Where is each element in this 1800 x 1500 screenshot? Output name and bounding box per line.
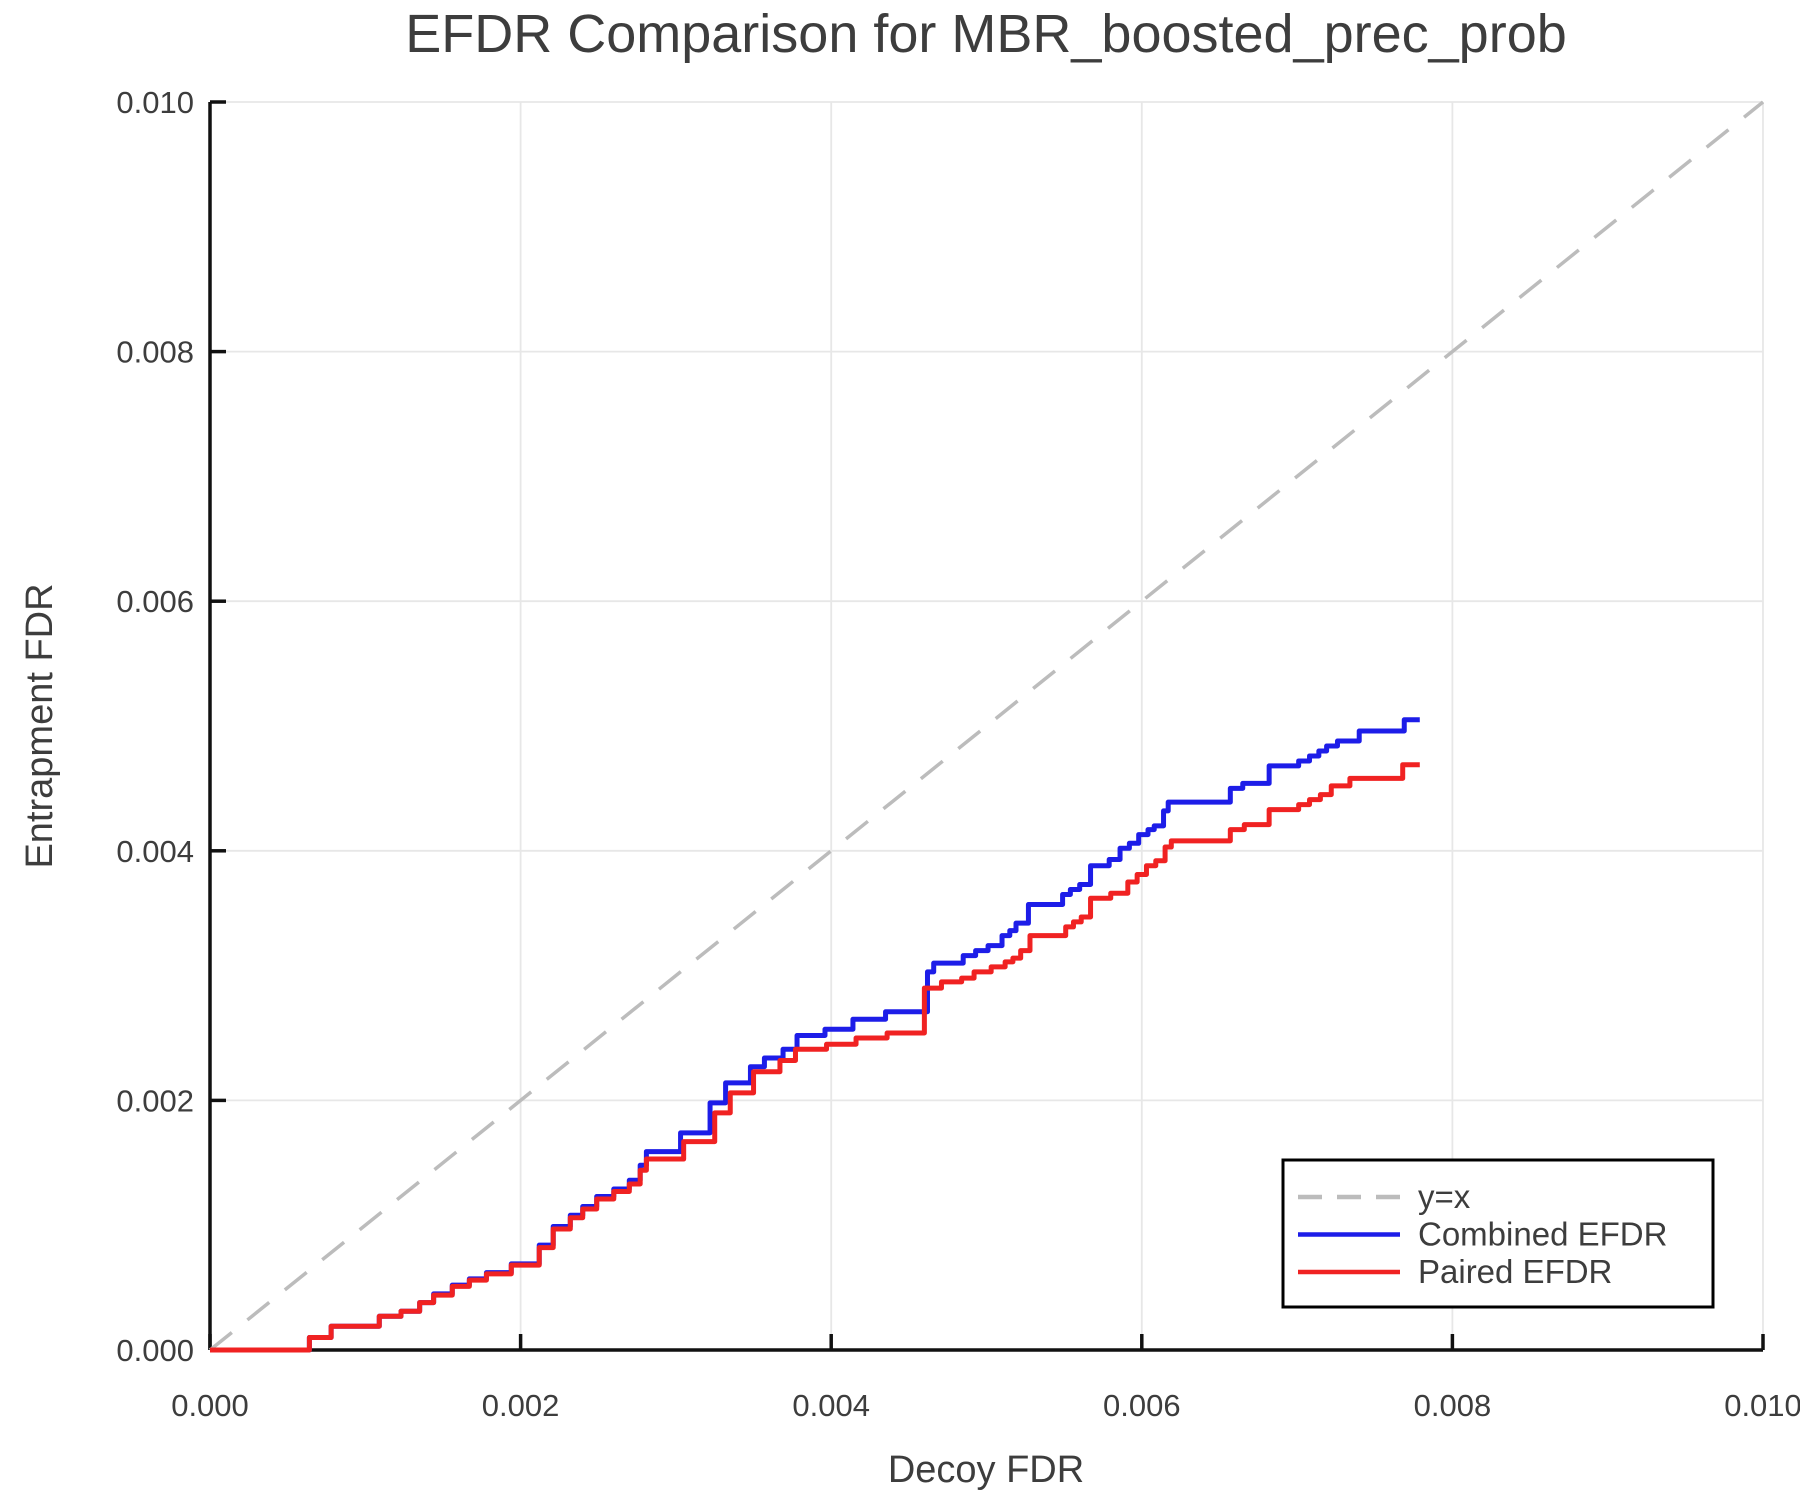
x-tick-label: 0.002 <box>482 1388 560 1423</box>
axes-layer: 0.000 0.002 0.004 0.006 0.008 0.010 0.000 0.002… <box>116 85 1800 1423</box>
y-axis-label: Entrapment FDR <box>19 583 61 868</box>
x-axis-label: Decoy FDR <box>888 1449 1084 1491</box>
legend-label: Combined EFDR <box>1418 1216 1667 1253</box>
x-tick-label: 0.008 <box>1414 1388 1492 1423</box>
legend-entry-paired-efdr: Paired EFDR <box>1298 1253 1612 1290</box>
legend-entry-combined-efdr: Combined EFDR <box>1298 1216 1667 1253</box>
y-tick-label: 0.000 <box>116 1333 194 1368</box>
x-tick-label: 0.000 <box>171 1388 249 1423</box>
legend-label: y=x <box>1418 1178 1471 1215</box>
series-layer <box>208 100 1765 1353</box>
x-tick-label: 0.004 <box>792 1388 870 1423</box>
series-line-paired-efdr <box>210 762 1420 1353</box>
chart-title: EFDR Comparison for MBR_boosted_prec_pro… <box>405 4 1567 64</box>
legend-entry-y-x: y=x <box>1298 1178 1471 1215</box>
x-tick-label: 0.010 <box>1724 1388 1800 1423</box>
x-tick-label: 0.006 <box>1103 1388 1181 1423</box>
y-tick-label: 0.002 <box>116 1083 194 1118</box>
series-line-combined-efdr <box>210 717 1420 1353</box>
legend-label: Paired EFDR <box>1418 1253 1612 1290</box>
y-tick-label: 0.006 <box>116 584 194 619</box>
y-tick-label: 0.004 <box>116 834 194 869</box>
y-tick-label: 0.008 <box>116 335 194 370</box>
y-tick-label: 0.010 <box>116 85 194 120</box>
